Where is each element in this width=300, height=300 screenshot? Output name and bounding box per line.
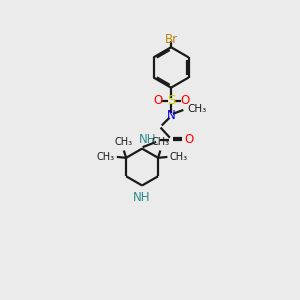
Text: CH₃: CH₃ xyxy=(152,136,170,146)
Text: NH: NH xyxy=(133,191,151,204)
Text: O: O xyxy=(153,94,162,107)
Text: CH₃: CH₃ xyxy=(114,136,133,146)
Text: CH₃: CH₃ xyxy=(188,104,207,114)
Text: Br: Br xyxy=(164,33,178,46)
Text: N: N xyxy=(167,109,176,122)
Text: S: S xyxy=(167,94,175,107)
Text: O: O xyxy=(184,133,194,146)
Text: CH₃: CH₃ xyxy=(170,152,188,162)
Text: CH₃: CH₃ xyxy=(96,152,115,162)
Text: O: O xyxy=(180,94,189,107)
Text: NH: NH xyxy=(139,133,156,146)
